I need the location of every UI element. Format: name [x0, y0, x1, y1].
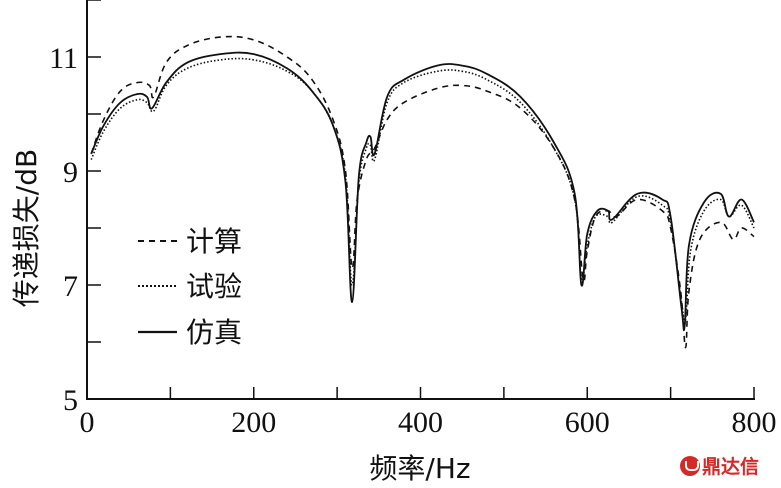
watermark: 鼎达信	[680, 452, 759, 479]
series-line-dashed	[90, 35, 755, 349]
series-line-solid	[90, 51, 755, 331]
y-tick-label: 5	[63, 384, 78, 417]
x-tick-label: 400	[398, 406, 443, 439]
y-axis-title: 传递损失/dB	[10, 149, 43, 307]
watermark-text: 鼎达信	[702, 456, 760, 478]
x-tick-label: 200	[231, 406, 276, 439]
y-tick-label: 9	[63, 156, 78, 189]
x-tick-label: 800	[732, 406, 777, 439]
y-tick-label: 7	[63, 270, 78, 303]
x-axis-title: 频率/Hz	[369, 452, 470, 485]
x-tick-label: 600	[565, 406, 610, 439]
legend-item-calc: 计算	[138, 225, 242, 258]
legend-item-test: 试验	[138, 270, 242, 303]
tick-labels: 0 200 400 600 800 5 7 9 11	[49, 42, 776, 439]
y-tick-label: 11	[49, 42, 78, 75]
legend: 计算 试验 仿真	[138, 225, 242, 349]
axis-ticks	[87, 0, 755, 399]
plot-series	[90, 35, 755, 349]
legend-label-sim: 仿真	[186, 316, 242, 349]
watermark-logo-icon	[680, 455, 700, 476]
x-tick-label: 0	[80, 406, 95, 439]
legend-label-calc: 计算	[186, 225, 242, 258]
legend-item-sim: 仿真	[138, 316, 242, 349]
legend-label-test: 试验	[186, 270, 242, 303]
